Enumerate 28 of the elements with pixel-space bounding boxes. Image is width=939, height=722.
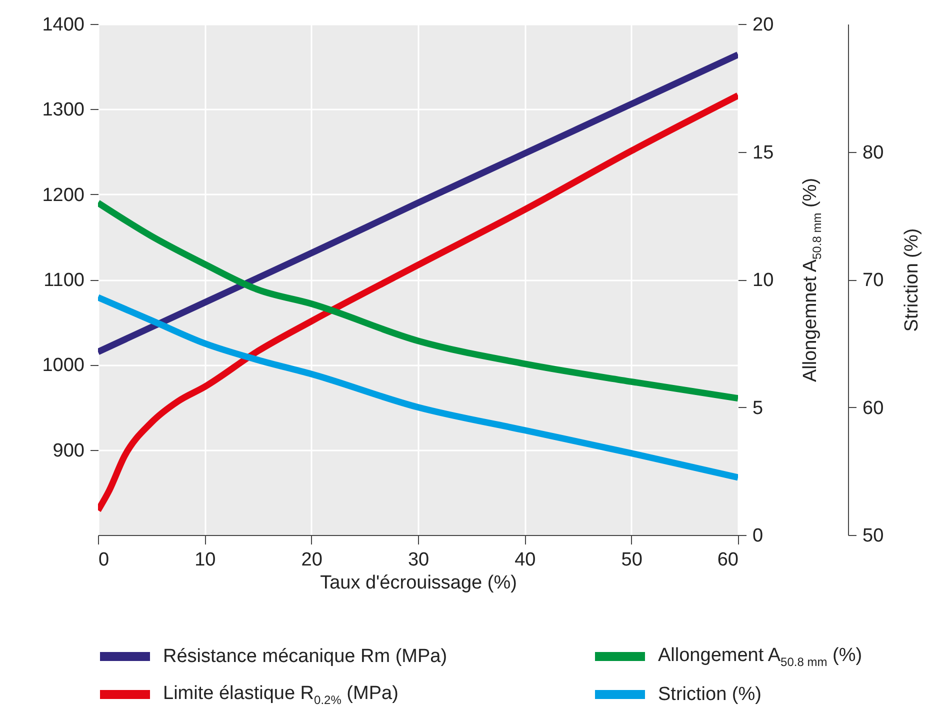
x-tick-label: 20: [301, 550, 322, 570]
x-tick-label: 0: [98, 550, 110, 570]
y-tick-label: 1100: [44, 270, 84, 291]
y3-tick-label: 60: [862, 398, 884, 419]
y2-tick-label: 5: [752, 398, 764, 419]
x-tick-label: 30: [408, 550, 430, 570]
y2-tick-label: 15: [752, 142, 774, 164]
legend-label: Striction (%): [658, 684, 762, 706]
legend-label: Résistance mécanique Rm (MPa): [163, 646, 448, 668]
x-axis-title: Taux d'écrouissage (%): [320, 572, 517, 594]
y-tick-label: 1300: [42, 100, 84, 121]
y-tick-label: 1000: [42, 355, 84, 376]
y2-tick-label: 20: [752, 14, 774, 36]
x-tick-label: 50: [621, 550, 642, 570]
y2-tick-label: 0: [752, 526, 764, 546]
y3-tick-label: 70: [862, 270, 884, 291]
x-tick-label: 10: [194, 550, 216, 570]
y2-tick-label: 10: [752, 270, 774, 291]
y3-tick-label: 80: [862, 142, 884, 164]
y3-axis-title: Striction (%): [902, 228, 923, 332]
y-tick-label: 1400: [42, 14, 84, 36]
y-tick-label: 1200: [42, 184, 84, 206]
legend-label: Limite élastique R$_{0.2%}$ (MPa): [163, 682, 398, 707]
y3-tick-label: 50: [862, 526, 884, 546]
legend-label: Allongement A$_{50.8 mm}$ (%): [658, 645, 862, 669]
x-tick-label: 40: [514, 550, 536, 570]
y-tick-label: 900: [52, 440, 84, 462]
x-tick-label: 60: [717, 550, 738, 570]
